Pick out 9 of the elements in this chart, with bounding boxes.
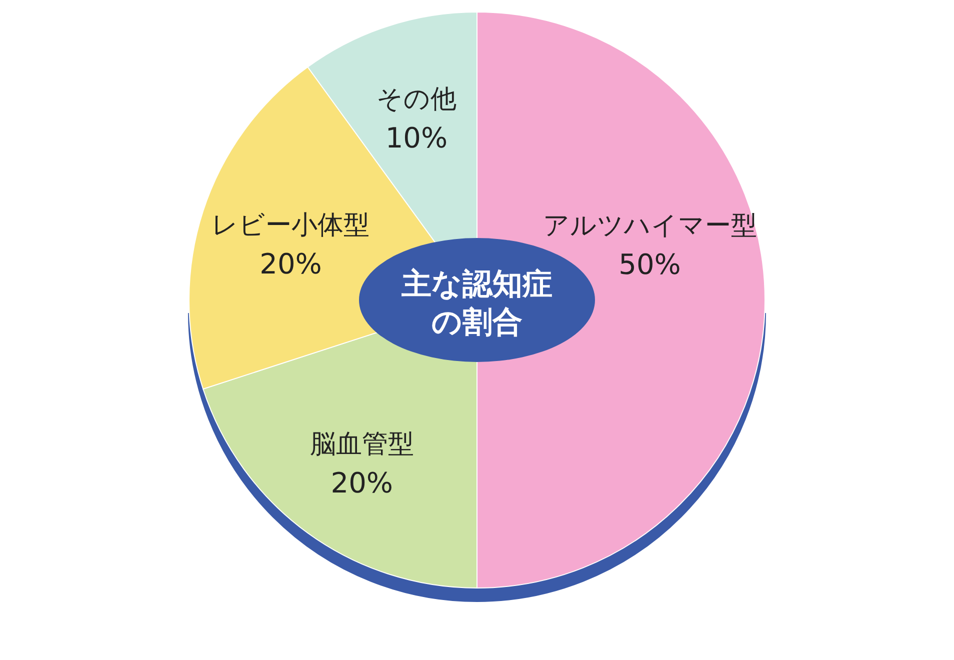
slice-label: 脳血管型 — [310, 429, 414, 460]
slice-label: アルツハイマー型 — [542, 211, 757, 241]
data-label: 10% — [385, 122, 448, 155]
data-label: 20% — [260, 247, 322, 280]
data-label: 20% — [330, 466, 394, 500]
slice-label: レビー小体型 — [212, 210, 370, 240]
slice-label: その他 — [376, 84, 456, 115]
data-label: 50% — [618, 248, 681, 281]
text: 主な認知症の割合 — [400, 267, 552, 340]
